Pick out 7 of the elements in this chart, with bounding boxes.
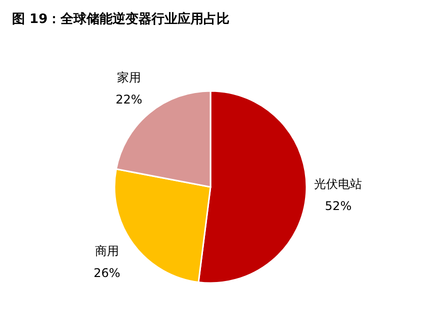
data-label: 26% (94, 266, 120, 280)
data-label: 22% (116, 92, 142, 106)
slice-label: 商用 (94, 244, 119, 258)
chart-title: 图 19：全球储能逆变器行业应用占比 (12, 11, 230, 27)
slice-label: 光伏电站 (314, 177, 362, 192)
data-label: 52% (324, 199, 352, 214)
slice-label: 家用 (116, 70, 141, 84)
